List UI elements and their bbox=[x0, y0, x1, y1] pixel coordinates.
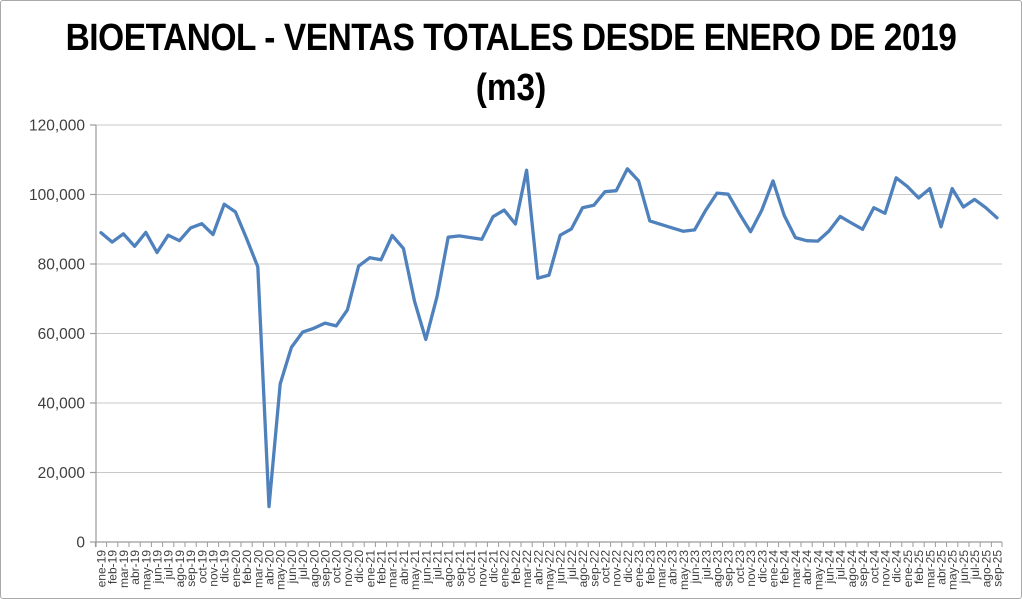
x-axis-label: ago-24 bbox=[845, 550, 859, 588]
x-axis-label: nov-21 bbox=[475, 550, 489, 587]
x-axis-label: mar-19 bbox=[117, 550, 131, 588]
x-axis-label: jun-24 bbox=[823, 550, 837, 585]
x-axis-label: ene-20 bbox=[229, 550, 243, 588]
x-axis-label: dic-21 bbox=[487, 550, 501, 583]
x-axis-label: abr-25 bbox=[935, 550, 949, 585]
x-axis-label: may-19 bbox=[139, 550, 153, 590]
x-axis-label: ene-23 bbox=[632, 550, 646, 588]
x-axis-label: mar-22 bbox=[520, 550, 534, 588]
x-axis-label: sep-25 bbox=[991, 550, 1005, 587]
x-axis-label: mar-21 bbox=[386, 550, 400, 588]
x-axis-label: dic-24 bbox=[890, 550, 904, 583]
x-axis-label: dic-23 bbox=[755, 550, 769, 583]
x-axis-label: may-23 bbox=[677, 550, 691, 590]
x-axis-label: jul-20 bbox=[296, 550, 310, 581]
y-axis-label: 80,000 bbox=[38, 257, 86, 274]
chart-title: BIOETANOL - VENTAS TOTALES DESDE ENERO D… bbox=[65, 17, 957, 59]
x-axis-label: jul-24 bbox=[834, 550, 848, 581]
x-axis-label: ago-23 bbox=[711, 550, 725, 588]
x-axis-label: mar-23 bbox=[655, 550, 669, 588]
x-axis-label: sep-21 bbox=[453, 550, 467, 587]
x-axis-label: ago-21 bbox=[442, 550, 456, 588]
y-axis-label: 40,000 bbox=[38, 396, 86, 413]
x-axis-label: abr-19 bbox=[128, 550, 142, 585]
x-axis-label: ene-24 bbox=[767, 550, 781, 588]
x-axis-label: may-22 bbox=[543, 550, 557, 590]
chart-subtitle: (m3) bbox=[475, 67, 547, 109]
x-axis-label: ene-25 bbox=[901, 550, 915, 588]
x-axis-label: mar-20 bbox=[251, 550, 265, 588]
x-axis-label: ago-22 bbox=[576, 550, 590, 588]
x-axis-label: jul-25 bbox=[968, 550, 982, 581]
x-axis-label: oct-24 bbox=[867, 550, 881, 584]
x-axis-label: feb-20 bbox=[240, 550, 254, 584]
x-axis-label: mar-24 bbox=[789, 550, 803, 588]
x-axis-label: ago-19 bbox=[173, 550, 187, 588]
x-axis-label: jul-19 bbox=[162, 550, 176, 581]
x-axis-label: feb-19 bbox=[106, 550, 120, 584]
x-axis-label: feb-21 bbox=[375, 550, 389, 584]
x-axis-label: may-24 bbox=[811, 550, 825, 590]
x-axis-label: dic-20 bbox=[352, 550, 366, 583]
x-axis-label: may-20 bbox=[274, 550, 288, 590]
x-axis-label: jul-22 bbox=[565, 550, 579, 581]
x-axis-label: sep-24 bbox=[856, 550, 870, 587]
x-axis-label: abr-20 bbox=[263, 550, 277, 585]
x-axis-label: feb-23 bbox=[643, 550, 657, 584]
x-axis-label: dic-19 bbox=[218, 550, 232, 583]
x-axis-label: feb-24 bbox=[778, 550, 792, 584]
x-axis-label: sep-22 bbox=[587, 550, 601, 587]
x-axis-label: oct-20 bbox=[330, 550, 344, 584]
x-axis-label: nov-22 bbox=[610, 550, 624, 587]
x-axis-label: sep-19 bbox=[184, 550, 198, 587]
x-axis-label: dic-22 bbox=[621, 550, 635, 583]
x-axis-label: oct-22 bbox=[599, 550, 613, 584]
x-axis-label: jun-20 bbox=[285, 550, 299, 585]
x-axis-label: jun-19 bbox=[151, 550, 165, 585]
x-axis-label: jun-21 bbox=[419, 550, 433, 585]
x-axis-label: nov-24 bbox=[879, 550, 893, 587]
x-axis-label: jun-22 bbox=[554, 550, 568, 585]
x-axis-label: feb-25 bbox=[912, 550, 926, 584]
x-axis-label: oct-21 bbox=[464, 550, 478, 584]
x-axis-label: jul-23 bbox=[699, 550, 713, 581]
x-axis-label: abr-24 bbox=[800, 550, 814, 585]
x-axis-label: may-25 bbox=[946, 550, 960, 590]
x-axis-label: oct-19 bbox=[195, 550, 209, 584]
x-axis-label: feb-22 bbox=[509, 550, 523, 584]
y-axis-label: 100,000 bbox=[29, 187, 85, 204]
x-axis-label: ene-19 bbox=[95, 550, 109, 588]
x-axis-label: nov-23 bbox=[744, 550, 758, 587]
x-axis-label: abr-22 bbox=[531, 550, 545, 585]
y-axis-label: 0 bbox=[76, 535, 85, 552]
x-axis-label: sep-20 bbox=[319, 550, 333, 587]
x-axis-label: ene-21 bbox=[363, 550, 377, 588]
x-axis-label: jun-25 bbox=[957, 550, 971, 585]
x-axis-label: may-21 bbox=[408, 550, 422, 590]
y-axis-label: 20,000 bbox=[38, 465, 86, 482]
y-axis-label: 60,000 bbox=[38, 326, 86, 343]
x-axis-label: ene-22 bbox=[498, 550, 512, 588]
x-axis-label: abr-21 bbox=[397, 550, 411, 585]
series-line-bioetanol[interactable] bbox=[99, 167, 999, 509]
x-axis-label: jul-21 bbox=[431, 550, 445, 581]
x-axis-label: jun-23 bbox=[688, 550, 702, 585]
x-axis-label: mar-25 bbox=[923, 550, 937, 588]
x-axis-label: abr-23 bbox=[666, 550, 680, 585]
x-axis-label: sep-23 bbox=[722, 550, 736, 587]
x-axis-label: nov-19 bbox=[207, 550, 221, 587]
x-axis-label: ago-20 bbox=[307, 550, 321, 588]
x-axis-label: ago-25 bbox=[979, 550, 993, 588]
y-axis-label: 120,000 bbox=[29, 118, 85, 135]
x-axis-label: nov-20 bbox=[341, 550, 355, 587]
x-axis-label: oct-23 bbox=[733, 550, 747, 584]
